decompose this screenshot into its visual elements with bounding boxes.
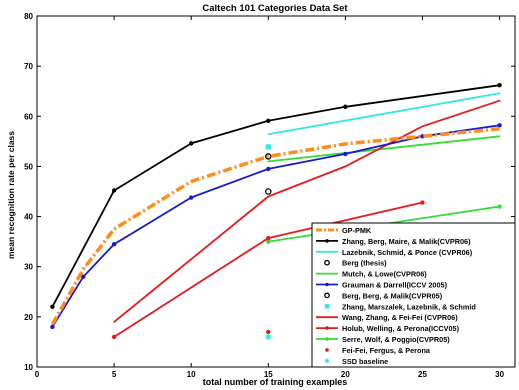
legend-label: Fei-Fei, Fergus, & Perona — [342, 346, 431, 355]
legend-entry: Serre, Wolf, & Poggio(CVPR05) — [316, 335, 450, 344]
x-tick-label: 25 — [418, 370, 427, 379]
y-axis-ticks: 10 20 30 40 50 60 70 80 — [24, 12, 515, 372]
legend-label: Zhang, Marszalek, Lazebnik, & Schmid — [342, 302, 476, 311]
data-point — [188, 195, 194, 200]
series-line — [267, 135, 501, 163]
series-line — [267, 92, 501, 136]
x-tick-label: 15 — [264, 370, 273, 379]
data-point — [325, 348, 329, 352]
data-point — [325, 239, 329, 243]
data-point — [265, 188, 272, 195]
data-point — [188, 141, 194, 146]
data-point — [343, 104, 348, 109]
x-tick-label: 20 — [341, 370, 350, 379]
legend-label: Mutch, & Lowe(CVPR06) — [342, 270, 427, 279]
data-point — [111, 241, 117, 247]
y-axis-label: mean recognition rate per class — [6, 131, 16, 259]
data-point — [324, 358, 330, 363]
legend-entry: GP-PMK — [316, 226, 372, 235]
series — [111, 200, 425, 340]
data-point — [325, 326, 329, 330]
y-tick-label: 10 — [24, 363, 33, 372]
series-line — [51, 84, 501, 308]
data-point — [265, 144, 271, 150]
legend-label: Wang, Zhang, & Fei-Fei (CVPR06) — [342, 313, 458, 322]
data-point — [497, 123, 502, 128]
data-point — [265, 153, 272, 160]
data-point — [266, 235, 271, 241]
series — [267, 135, 501, 163]
series — [265, 153, 272, 160]
series — [50, 127, 500, 326]
data-point — [50, 304, 55, 310]
legend-entry: Mutch, & Lowe(CVPR06) — [316, 270, 427, 279]
y-tick-label: 20 — [24, 313, 33, 322]
data-point — [266, 118, 271, 123]
y-tick-label: 40 — [24, 213, 33, 222]
data-point — [266, 166, 271, 172]
legend-label: SSD baseline — [342, 357, 388, 366]
data-point — [266, 329, 271, 335]
x-tick-label: 0 — [35, 370, 40, 379]
legend-entry: Wang, Zhang, & Fei-Fei (CVPR06) — [316, 313, 458, 322]
data-point — [325, 337, 329, 341]
data-point — [266, 239, 271, 244]
legend-label: Zhang, Berg, Maire, & Malik(CVPR06) — [342, 237, 471, 246]
data-point — [420, 200, 425, 205]
chart-title: Caltech 101 Categories Data Set — [202, 3, 348, 14]
legend-label: Berg (thesis) — [342, 259, 387, 268]
legend-entry: SSD baseline — [324, 357, 388, 366]
series-line — [50, 127, 500, 326]
x-tick-label: 10 — [187, 370, 196, 379]
x-tick-label: 30 — [495, 370, 504, 379]
data-point — [325, 282, 329, 287]
legend-entry: Fei-Fei, Fergus, & Perona — [325, 346, 431, 355]
legend-entry: Berg, Berg, & Malik(CVPR05) — [324, 291, 443, 300]
data-point — [111, 334, 117, 340]
legend-label: Berg, Berg, & Malik(CVPR05) — [342, 291, 443, 300]
data-point — [324, 259, 330, 266]
legend-entry: Berg (thesis) — [324, 259, 387, 268]
data-point — [497, 82, 502, 88]
series — [267, 92, 501, 136]
series — [50, 82, 502, 310]
series — [113, 99, 501, 323]
legend-label: GP-PMK — [342, 226, 372, 235]
y-tick-label: 50 — [24, 162, 33, 171]
legend-entry: Holub, Welling, & Perona(ICCV05) — [316, 324, 460, 333]
series-line — [113, 99, 501, 323]
series — [265, 188, 272, 195]
y-tick-label: 30 — [24, 263, 33, 272]
legend-label: Lazebnik, Schmid, & Ponce (CVPR06) — [342, 248, 473, 257]
data-point — [81, 274, 86, 279]
data-point — [50, 324, 55, 330]
legend-entry: Grauman & Darrell(ICCV 2005) — [316, 281, 448, 290]
x-tick-label: 5 — [112, 370, 117, 379]
data-point — [324, 292, 330, 299]
legend: GP-PMK Zhang, Berg, Maire, & Malik(CVPR06… — [311, 222, 516, 368]
series — [265, 144, 271, 150]
legend-entry: Lazebnik, Schmid, & Ponce (CVPR06) — [316, 248, 473, 257]
data-point — [265, 333, 272, 340]
x-axis-label: total number of training examples — [203, 377, 348, 387]
y-tick-label: 70 — [24, 62, 33, 71]
series — [266, 329, 271, 335]
data-point — [324, 304, 330, 309]
series — [265, 333, 272, 340]
data-point — [111, 188, 117, 193]
legend-box — [311, 222, 516, 368]
data-point — [343, 151, 348, 157]
legend-entry: Zhang, Berg, Maire, & Malik(CVPR06) — [316, 237, 471, 246]
legend-label: Holub, Welling, & Perona(ICCV05) — [342, 324, 460, 333]
legend-entry: Zhang, Marszalek, Lazebnik, & Schmid — [324, 302, 476, 311]
legend-label: Grauman & Darrell(ICCV 2005) — [342, 281, 448, 290]
data-point — [497, 204, 502, 209]
legend-label: Serre, Wolf, & Poggio(CVPR05) — [342, 335, 450, 344]
y-tick-label: 80 — [24, 12, 33, 21]
y-tick-label: 60 — [24, 112, 33, 121]
